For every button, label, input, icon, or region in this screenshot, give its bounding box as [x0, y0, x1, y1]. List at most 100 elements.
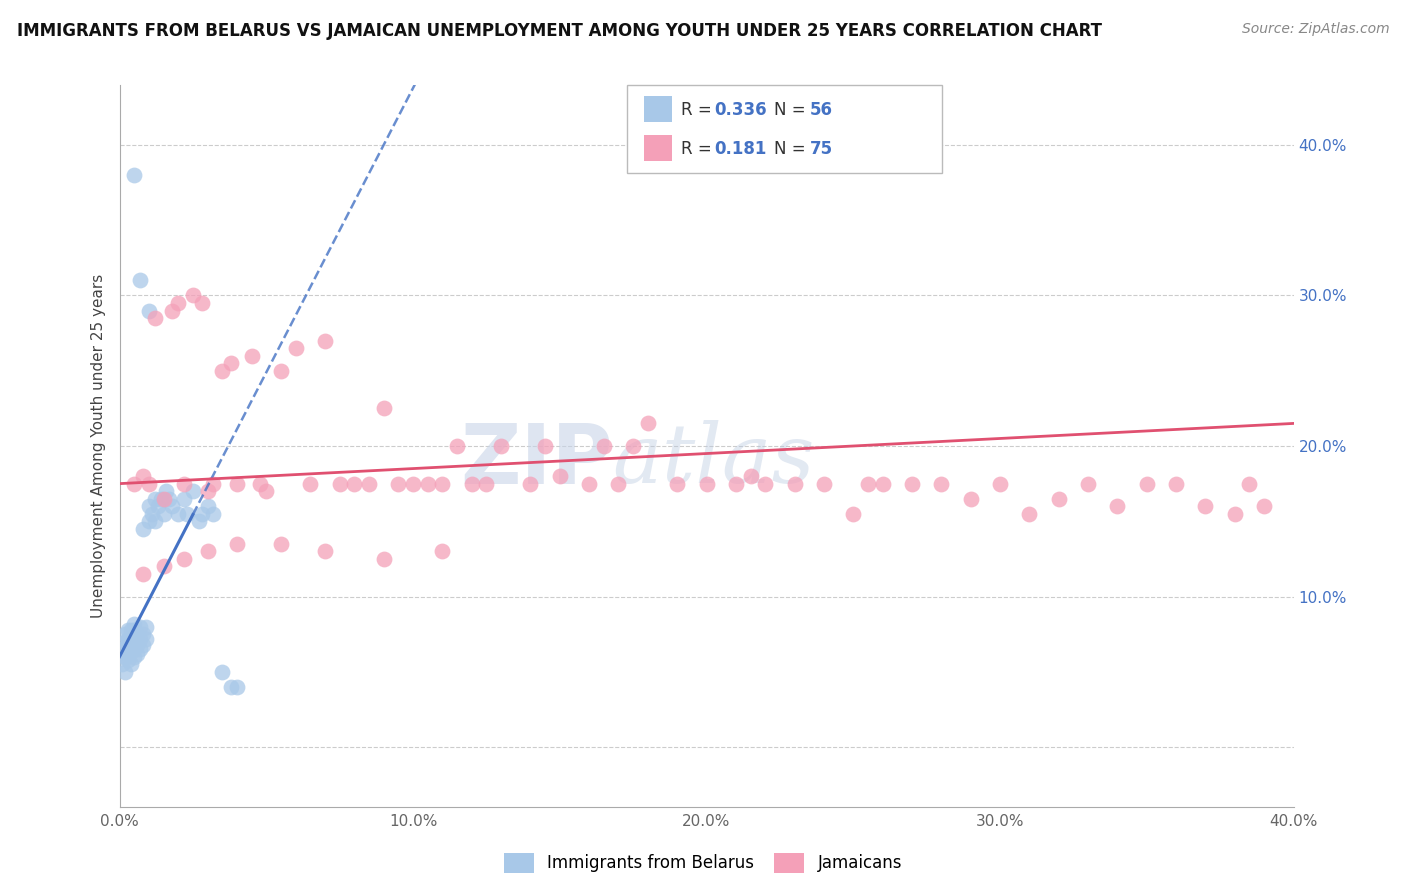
Point [211, 665, 233, 679]
Point [373, 552, 395, 566]
Point [149, 491, 172, 506]
Point [314, 334, 336, 348]
Point [127, 627, 149, 641]
Point [129, 632, 152, 646]
Point [1194, 500, 1216, 514]
Point [162, 303, 184, 318]
Point [190, 507, 212, 521]
Point [254, 484, 277, 499]
Point [152, 507, 174, 521]
Point [387, 476, 409, 491]
Point [129, 273, 152, 287]
Point [1223, 507, 1246, 521]
Point [138, 500, 160, 514]
Point [190, 296, 212, 310]
Point [127, 638, 149, 652]
Point [534, 439, 557, 453]
Text: IMMIGRANTS FROM BELARUS VS JAMAICAN UNEMPLOYMENT AMONG YOUTH UNDER 25 YEARS CORR: IMMIGRANTS FROM BELARUS VS JAMAICAN UNEM… [17, 22, 1102, 40]
Point [122, 168, 145, 182]
Point [724, 476, 747, 491]
Point [1047, 491, 1070, 506]
Text: 56: 56 [810, 101, 834, 119]
Point [122, 616, 145, 631]
Point [249, 476, 271, 491]
Point [931, 476, 953, 491]
Point [1164, 476, 1187, 491]
Point [122, 476, 145, 491]
Point [343, 476, 366, 491]
Point [129, 619, 152, 633]
Point [197, 544, 219, 558]
Point [152, 491, 174, 506]
Point [314, 544, 336, 558]
Point [122, 642, 145, 657]
Point [416, 476, 439, 491]
Point [270, 537, 292, 551]
Point [141, 507, 163, 521]
Point [270, 364, 292, 378]
Point [460, 476, 484, 491]
Point [813, 476, 835, 491]
Point [135, 619, 157, 633]
Point [1239, 476, 1261, 491]
Point [152, 559, 174, 574]
Text: N =: N = [773, 139, 810, 158]
Point [187, 514, 209, 528]
Point [901, 476, 924, 491]
Point [607, 476, 630, 491]
Point [122, 623, 145, 637]
Point [157, 491, 180, 506]
Point [548, 469, 571, 483]
Point [122, 634, 145, 648]
Point [1253, 500, 1275, 514]
Point [202, 507, 225, 521]
Point [856, 476, 879, 491]
Point [519, 476, 541, 491]
Point [132, 469, 155, 483]
Point [117, 647, 139, 661]
Text: 0.336: 0.336 [714, 101, 768, 119]
Point [446, 439, 468, 453]
Point [1018, 507, 1040, 521]
Point [988, 476, 1011, 491]
Point [143, 514, 166, 528]
Point [489, 439, 512, 453]
Point [225, 680, 249, 694]
Point [181, 288, 204, 302]
Point [225, 476, 249, 491]
Point [173, 552, 195, 566]
Point [637, 417, 659, 431]
Point [197, 500, 219, 514]
Point [842, 507, 865, 521]
Point [143, 491, 166, 506]
Point [621, 439, 644, 453]
Point [592, 439, 614, 453]
Text: R =: R = [681, 139, 723, 158]
Point [117, 653, 139, 667]
Point [138, 303, 160, 318]
Point [176, 507, 198, 521]
Point [225, 537, 249, 551]
Point [122, 649, 145, 664]
Point [120, 623, 142, 637]
Point [146, 500, 169, 514]
Text: R =: R = [681, 101, 717, 119]
Point [120, 634, 142, 648]
Point [219, 356, 242, 370]
Point [197, 484, 219, 499]
Point [402, 476, 425, 491]
Text: Source: ZipAtlas.com: Source: ZipAtlas.com [1241, 22, 1389, 37]
Point [754, 476, 776, 491]
Point [117, 623, 139, 637]
Point [284, 341, 307, 355]
Point [120, 657, 142, 672]
Text: N =: N = [773, 101, 810, 119]
Point [219, 680, 242, 694]
Point [696, 476, 718, 491]
Point [173, 476, 195, 491]
Y-axis label: Unemployment Among Youth under 25 years: Unemployment Among Youth under 25 years [91, 274, 107, 618]
Point [373, 401, 395, 416]
Point [167, 296, 190, 310]
Point [138, 514, 160, 528]
Point [1107, 500, 1129, 514]
